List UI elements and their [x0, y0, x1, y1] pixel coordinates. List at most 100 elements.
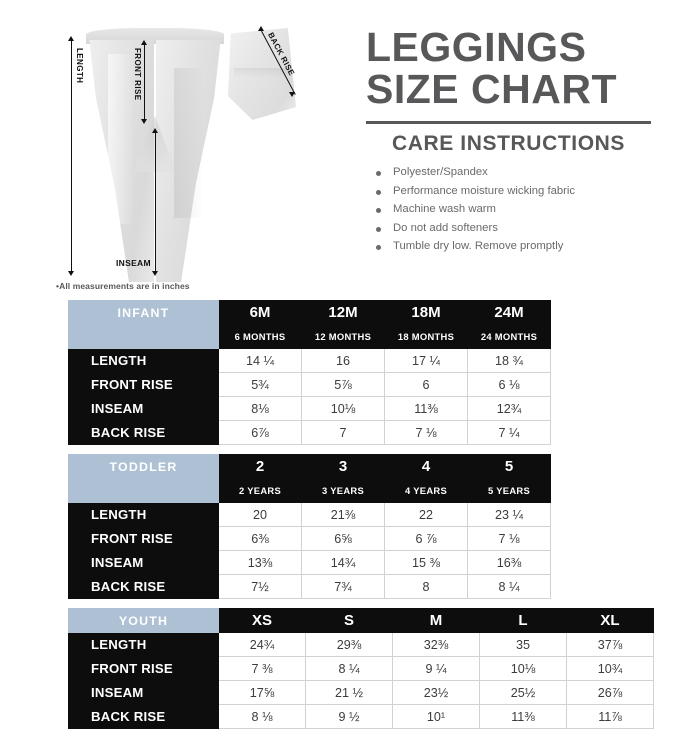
measurement-label: INSEAM	[68, 680, 219, 705]
measurement-value: 22	[384, 502, 468, 527]
length-arrow-bottom	[68, 271, 74, 276]
measurement-value: 8 ¼	[305, 656, 393, 681]
size-sublabel: 4 YEARS	[384, 478, 468, 503]
page-title-line1: LEGGINGS	[366, 24, 587, 70]
size-sublabel: 5 YEARS	[467, 478, 551, 503]
empty-cell	[68, 478, 219, 503]
measurement-label: FRONT RISE	[68, 372, 219, 397]
measurement-value: 8 ⅛	[218, 704, 306, 729]
measurement-value: 6 ⅛	[467, 372, 551, 397]
length-arrow-top	[68, 36, 74, 41]
front-rise-arrow-bottom	[141, 119, 147, 124]
measurement-value: 10⅛	[479, 656, 567, 681]
measurement-value: 37⅞	[566, 632, 654, 657]
size-header: 5	[467, 454, 551, 479]
category-label-youth: YOUTH	[68, 608, 219, 633]
measurement-label: LENGTH	[68, 348, 219, 373]
measurement-value: 32⅜	[392, 632, 480, 657]
size-header: 24M	[467, 300, 551, 325]
measurement-value: 8⅛	[218, 396, 302, 421]
table-header-row: YOUTH XS S M L XL	[68, 608, 654, 633]
measurement-value: 7 ⅛	[384, 420, 468, 445]
list-item: Performance moisture wicking fabric	[376, 185, 666, 197]
measurement-value: 6	[384, 372, 468, 397]
measurement-value: 17 ¼	[384, 348, 468, 373]
front-rise-arrow-top	[141, 40, 147, 45]
measurement-value: 5¾	[218, 372, 302, 397]
garment-diagram: LENGTH FRONT RISE INSEAM BACK RISE •All …	[0, 0, 350, 300]
table-subheader-row: 6 MONTHS 12 MONTHS 18 MONTHS 24 MONTHS	[68, 324, 551, 349]
size-sublabel: 3 YEARS	[301, 478, 385, 503]
measurement-value: 21⅜	[301, 502, 385, 527]
measurement-value: 26⅞	[566, 680, 654, 705]
measurement-value: 13⅜	[218, 550, 302, 575]
measurement-value: 7 ¼	[467, 420, 551, 445]
measurement-value: 6⅜	[218, 526, 302, 551]
measurement-value: 10⅛	[301, 396, 385, 421]
measurement-value: 7½	[218, 574, 302, 599]
measurement-value: 11⅜	[384, 396, 468, 421]
table-header-row: TODDLER 2 3 4 5	[68, 454, 551, 479]
measurement-label: INSEAM	[68, 396, 219, 421]
table-row: BACK RISE 6⅞ 7 7 ⅛ 7 ¼	[68, 420, 551, 445]
measurement-value: 11⅜	[479, 704, 567, 729]
measurement-value: 15 ⅜	[384, 550, 468, 575]
table-row: LENGTH 20 21⅜ 22 23 ¼	[68, 502, 551, 527]
leggings-front-image	[86, 28, 224, 282]
measurement-value: 23 ¼	[467, 502, 551, 527]
measurement-value: 8	[384, 574, 468, 599]
measurement-value: 9 ¼	[392, 656, 480, 681]
measurement-value: 11⅞	[566, 704, 654, 729]
size-header: 18M	[384, 300, 468, 325]
measurement-value: 17⅝	[218, 680, 306, 705]
title-block: LEGGINGS SIZE CHART CARE INSTRUCTIONS Po…	[366, 26, 666, 259]
measurement-value: 21 ½	[305, 680, 393, 705]
list-item: Machine wash warm	[376, 203, 666, 215]
inseam-arrow-top	[152, 128, 158, 133]
measurement-value: 10¾	[566, 656, 654, 681]
page-title-line2: SIZE CHART	[366, 66, 617, 112]
size-sublabel: 24 MONTHS	[467, 324, 551, 349]
measurement-value: 7¾	[301, 574, 385, 599]
inseam-arrow-bottom	[152, 271, 158, 276]
measurement-value: 16⅜	[467, 550, 551, 575]
measurement-label: FRONT RISE	[68, 656, 219, 681]
measurement-value: 5⅞	[301, 372, 385, 397]
size-header: 6M	[218, 300, 302, 325]
inseam-label: INSEAM	[116, 258, 151, 268]
category-label-toddler: TODDLER	[68, 454, 219, 479]
measurement-value: 14 ¼	[218, 348, 302, 373]
category-label-infant: INFANT	[68, 300, 219, 325]
size-sublabel: 18 MONTHS	[384, 324, 468, 349]
size-header: L	[479, 608, 567, 633]
measurement-value: 6⅝	[301, 526, 385, 551]
length-dimension-line	[71, 41, 73, 271]
measurement-value: 14¾	[301, 550, 385, 575]
measurement-value: 8 ¼	[467, 574, 551, 599]
size-header: XL	[566, 608, 654, 633]
measurement-value: 23½	[392, 680, 480, 705]
measurement-value: 35	[479, 632, 567, 657]
measurement-value: 10¹	[392, 704, 480, 729]
empty-cell	[68, 324, 219, 349]
measurement-value: 6 ⅞	[384, 526, 468, 551]
list-item: Polyester/Spandex	[376, 166, 666, 178]
length-label: LENGTH	[75, 48, 84, 84]
measurement-label: BACK RISE	[68, 420, 219, 445]
table-row: LENGTH 24¾ 29⅜ 32⅜ 35 37⅞	[68, 632, 654, 657]
list-item: Do not add softeners	[376, 222, 666, 234]
table-row: BACK RISE 7½ 7¾ 8 8 ¼	[68, 574, 551, 599]
measurement-label: FRONT RISE	[68, 526, 219, 551]
table-header-row: INFANT 6M 12M 18M 24M	[68, 300, 551, 325]
size-header: XS	[218, 608, 306, 633]
measurement-value: 7	[301, 420, 385, 445]
measurement-value: 24¾	[218, 632, 306, 657]
chart-header-section: LENGTH FRONT RISE INSEAM BACK RISE •All …	[0, 0, 700, 300]
youth-size-table: YOUTH XS S M L XL LENGTH 24¾ 29⅜ 32⅜ 35 …	[68, 608, 654, 729]
measurement-value: 25½	[479, 680, 567, 705]
table-row: FRONT RISE 5¾ 5⅞ 6 6 ⅛	[68, 372, 551, 397]
size-sublabel: 12 MONTHS	[301, 324, 385, 349]
size-tables: INFANT 6M 12M 18M 24M 6 MONTHS 12 MONTHS…	[0, 300, 700, 729]
infant-size-table: INFANT 6M 12M 18M 24M 6 MONTHS 12 MONTHS…	[68, 300, 551, 445]
measurement-value: 29⅜	[305, 632, 393, 657]
